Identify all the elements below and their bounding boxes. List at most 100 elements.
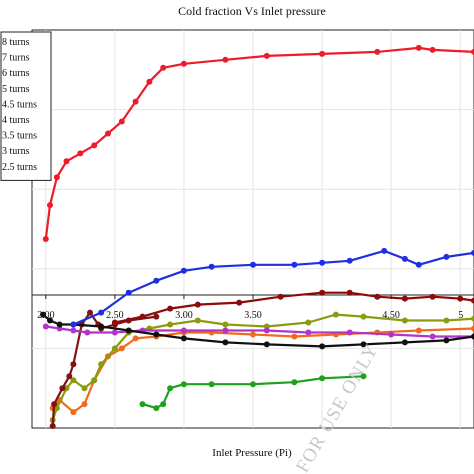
data-point — [91, 142, 98, 149]
data-point — [346, 257, 353, 264]
data-point — [167, 385, 174, 392]
data-point — [236, 299, 243, 306]
data-point — [91, 377, 98, 384]
x-tick-label: 5 — [458, 310, 463, 321]
data-point — [81, 401, 88, 408]
data-point — [443, 253, 450, 260]
data-point — [319, 259, 326, 266]
data-point — [160, 401, 167, 408]
data-point — [471, 315, 474, 322]
data-point — [98, 323, 105, 330]
data-point — [277, 293, 284, 300]
legend-entry: 4 turns — [2, 115, 30, 126]
data-point — [84, 329, 91, 336]
data-point — [222, 321, 229, 328]
data-point — [139, 401, 146, 408]
x-tick-label: 2.00 — [37, 310, 55, 321]
data-point — [98, 309, 105, 316]
data-point — [180, 335, 187, 342]
series-2-5-turns — [139, 373, 367, 412]
data-point — [346, 329, 353, 336]
data-point — [167, 305, 174, 312]
data-point — [291, 261, 298, 268]
data-point — [118, 118, 125, 125]
legend-entry: 5 turns — [2, 84, 30, 95]
x-tick-labels: 2.00 2.50 3.00 3.50 4.50 5 — [37, 295, 463, 321]
series-8-turns — [42, 44, 474, 242]
data-point — [132, 98, 139, 105]
data-point — [401, 317, 408, 324]
data-point — [42, 236, 49, 242]
series-layer — [40, 44, 474, 429]
x-tick-label: 3.00 — [175, 310, 193, 321]
data-point — [208, 263, 215, 270]
data-point — [125, 327, 132, 334]
data-point — [471, 333, 474, 340]
data-point — [105, 130, 111, 137]
data-point — [443, 337, 450, 344]
data-point — [63, 158, 70, 165]
data-point — [429, 293, 436, 300]
data-point — [153, 405, 160, 412]
data-point — [160, 64, 167, 71]
data-point — [401, 295, 408, 302]
data-point — [471, 297, 474, 304]
legend-entry: 3 turns — [2, 146, 30, 157]
data-point — [471, 48, 474, 55]
data-point — [429, 46, 436, 53]
data-point — [319, 343, 326, 350]
data-point — [194, 301, 201, 308]
data-point — [139, 313, 146, 320]
legend-entry: 4.5 turns — [2, 99, 37, 110]
data-point — [319, 375, 326, 382]
data-point — [250, 331, 256, 338]
data-point — [111, 329, 118, 336]
data-point — [180, 267, 187, 274]
data-point — [457, 295, 464, 302]
data-point — [98, 361, 105, 368]
data-point — [153, 277, 160, 284]
data-point — [222, 327, 229, 334]
legend: 8 turns 7 turns 6 turns 5 turns 4.5 turns 4 t… — [0, 31, 52, 181]
data-point — [167, 321, 174, 328]
data-point — [381, 247, 388, 254]
data-point — [222, 339, 229, 346]
data-point — [208, 381, 215, 388]
data-point — [56, 321, 63, 328]
data-point — [59, 385, 66, 392]
data-point — [388, 331, 395, 338]
data-point — [49, 423, 56, 429]
data-point — [374, 293, 381, 300]
data-point — [263, 341, 270, 348]
data-point — [70, 377, 77, 384]
series-5-turns — [40, 311, 474, 350]
data-point — [346, 289, 353, 296]
x-tick-label: 2.50 — [106, 310, 124, 321]
data-point — [53, 174, 60, 181]
data-point — [415, 327, 422, 334]
data-point — [250, 261, 256, 268]
data-point — [153, 331, 160, 338]
series-7-turns — [70, 247, 474, 328]
data-point — [263, 52, 270, 59]
data-point — [153, 313, 160, 320]
data-point — [319, 50, 326, 57]
data-point — [305, 329, 312, 336]
legend-entry: 7 turns — [2, 53, 30, 64]
data-point — [401, 255, 408, 262]
data-point — [401, 339, 408, 346]
data-point — [360, 313, 367, 320]
x-tick-label: 3.50 — [244, 310, 262, 321]
data-point — [360, 373, 367, 380]
data-point — [132, 335, 139, 342]
data-point — [305, 319, 312, 326]
data-point — [146, 78, 153, 85]
data-point — [415, 44, 422, 51]
legend-entry: 6 turns — [2, 68, 30, 79]
data-point — [70, 321, 77, 328]
series-6-turns — [111, 289, 474, 326]
data-point — [180, 327, 187, 334]
series-line — [142, 375, 364, 410]
legend-box — [0, 31, 52, 181]
